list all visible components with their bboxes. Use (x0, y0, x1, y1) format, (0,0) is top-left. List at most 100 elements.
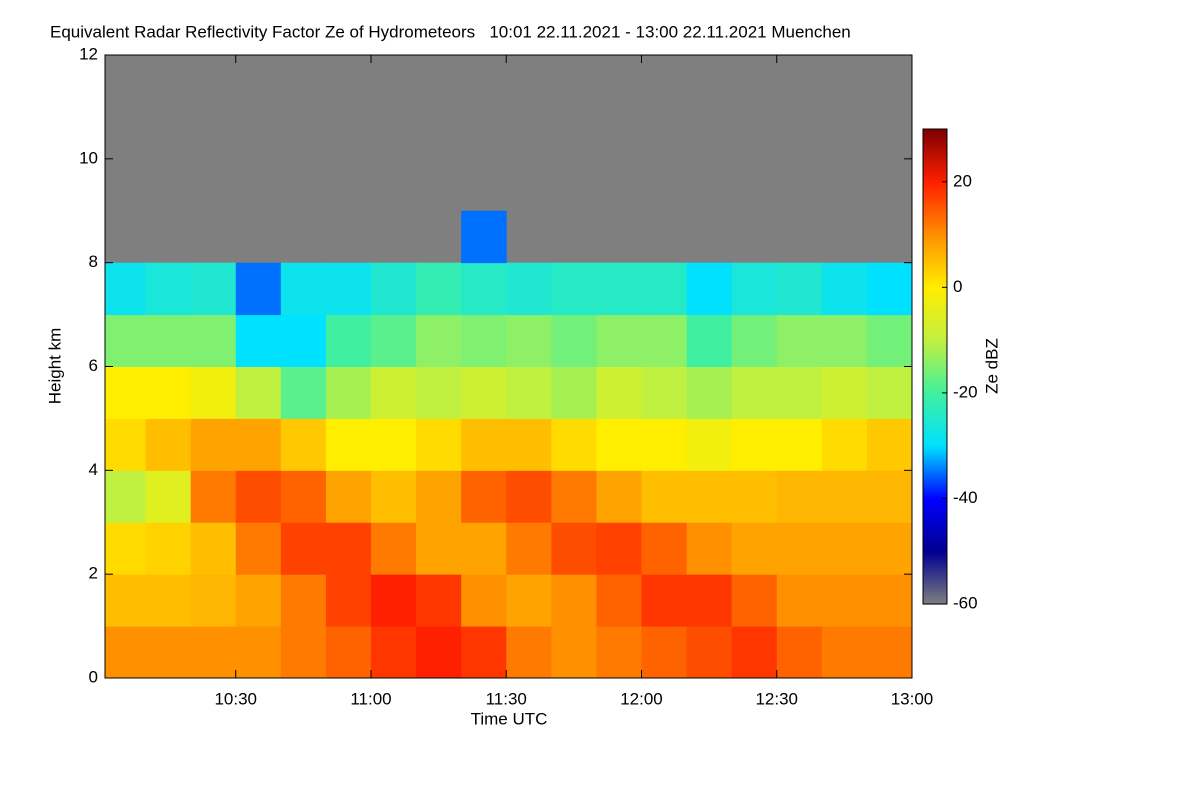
colorbar-segment (923, 601, 947, 605)
colorbar-segment (923, 588, 947, 592)
colorbar-segment (923, 419, 947, 423)
colorbar-segment (923, 503, 947, 507)
heat-cell (641, 574, 688, 627)
colorbar-frame (922, 128, 948, 605)
heat-cell (370, 470, 417, 523)
colorbar-segment (923, 474, 947, 478)
colorbar-segment (923, 282, 947, 286)
colorbar-segment (923, 382, 947, 386)
heat-cell (821, 314, 868, 367)
heat-cell (416, 314, 462, 367)
colorbar-segment (923, 129, 947, 133)
colorbar-segment (923, 559, 947, 563)
colorbar-segment (923, 569, 947, 573)
colorbar-segment (923, 506, 947, 510)
colorbar-segment (923, 567, 947, 571)
colorbar-segment (923, 239, 947, 244)
colorbar-segment (923, 152, 947, 156)
heat-cell (686, 314, 733, 367)
colorbar-segment (923, 545, 947, 550)
heat-cell (776, 418, 823, 471)
colorbar-segment (923, 326, 947, 331)
colorbar-segment (923, 134, 947, 138)
heat-cell (280, 626, 327, 679)
heat-cell (596, 262, 642, 316)
colorbar-segment (923, 363, 947, 368)
heat-cell (145, 314, 192, 367)
colorbar-segment (923, 139, 947, 143)
colorbar-segment (923, 342, 947, 346)
heat-cell (506, 522, 552, 575)
heat-cell (506, 574, 552, 627)
colorbar-segment (923, 131, 947, 135)
colorbar-segment (923, 392, 947, 397)
heat-cell (145, 262, 192, 316)
heat-cell (776, 574, 823, 627)
heat-cell (461, 262, 507, 316)
heat-cell (145, 626, 192, 679)
heat-cell (776, 522, 823, 575)
heat-cell (325, 314, 372, 367)
colorbar-segment (923, 450, 947, 455)
colorbar-segment (923, 411, 947, 415)
colorbar-segment (923, 147, 947, 151)
heat-cell (370, 262, 417, 316)
colorbar-segment (923, 287, 947, 291)
colorbar-segment (923, 142, 947, 146)
colorbar-segment (923, 313, 947, 317)
colorbar-segment (923, 538, 947, 542)
heat-cell (461, 314, 507, 367)
heat-cell (416, 574, 462, 627)
colorbar-segment (923, 509, 947, 513)
colorbar-segment (923, 158, 947, 162)
colorbar-segment (923, 144, 947, 149)
heat-cell (280, 470, 327, 523)
colorbar-segment (923, 355, 947, 360)
heat-cell (596, 574, 642, 627)
colorbar-segment (923, 490, 947, 494)
heat-cell (596, 626, 642, 679)
colorbar-segment (923, 258, 947, 262)
heat-cell (105, 574, 147, 627)
colorbar-segment (923, 263, 947, 267)
colorbar-segment (923, 374, 947, 378)
colorbar-segment (923, 432, 947, 436)
heat-cell (145, 574, 192, 627)
heat-cell (235, 314, 282, 367)
colorbar-segment (923, 329, 947, 333)
heat-cell (866, 626, 913, 679)
heat-cell (506, 366, 552, 419)
heat-cell (190, 418, 237, 471)
colorbar-segment (923, 424, 947, 428)
colorbar-segment (923, 464, 947, 468)
colorbar-segment (923, 168, 947, 172)
colorbar-segment (923, 324, 947, 328)
heat-cell (821, 366, 868, 419)
colorbar-segment (923, 165, 947, 170)
heat-cell (416, 522, 462, 575)
colorbar-segment (923, 456, 947, 460)
colorbar-segment (923, 458, 947, 463)
heat-cell (731, 470, 778, 523)
colorbar-segment (923, 577, 947, 581)
colorbar-segment (923, 384, 947, 389)
heat-cell (551, 262, 597, 316)
colorbar-segment (923, 292, 947, 296)
heat-cell (596, 314, 642, 367)
colorbar-segment (923, 590, 947, 595)
colorbar-segment (923, 530, 947, 534)
heat-cell (105, 470, 147, 523)
colorbar-segment (923, 548, 947, 552)
heat-cell (461, 418, 507, 471)
heat-cell (325, 470, 372, 523)
heat-cell (190, 574, 237, 627)
heat-cell (370, 366, 417, 419)
colorbar-segment (923, 556, 947, 560)
heat-cell (325, 626, 372, 679)
x-tick-label: 11:00 (350, 689, 391, 708)
colorbar-segment (923, 316, 947, 320)
colorbar-segment (923, 208, 947, 212)
colorbar-segment (923, 522, 947, 526)
heat-cell (370, 418, 417, 471)
heat-cell (280, 314, 327, 367)
